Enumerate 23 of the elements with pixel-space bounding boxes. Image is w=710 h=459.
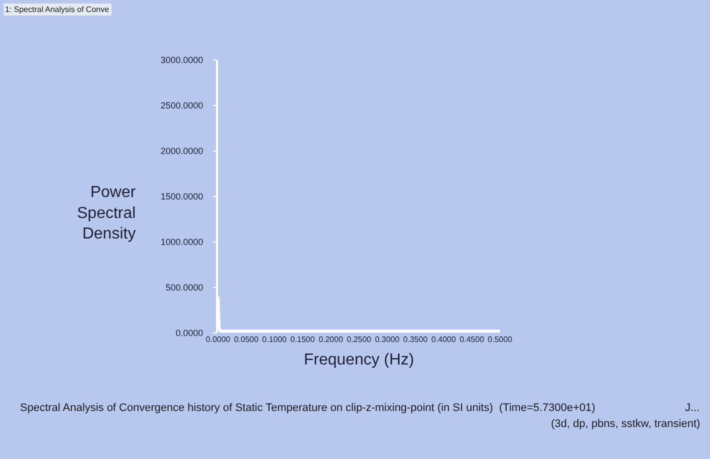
x-axis-title: Frequency (Hz) xyxy=(304,352,414,369)
x-tick-label: 0.5000 xyxy=(488,335,513,344)
y-tick-label: 1500.0000 xyxy=(160,192,204,202)
x-tick-label: 0.2000 xyxy=(318,335,344,344)
y-tick-label: 3000.0000 xyxy=(160,55,204,66)
x-tick-label: 0.1000 xyxy=(262,335,288,344)
x-tick-label: 0.3500 xyxy=(403,335,428,344)
x-tick-label: 0.4000 xyxy=(431,335,456,344)
text: (3d, dp, pbns, sstkw, transient) xyxy=(551,418,700,430)
y-tick-label: 1000.0000 xyxy=(160,237,204,248)
x-tick-label: 0.0000 xyxy=(206,335,231,344)
text: Spectral Analysis of Convergence history of Static Temperature on clip-z-mixing-point (in SI units) (Time=5.7300e+01) xyxy=(20,402,596,414)
x-tick-label: 0.0500 xyxy=(234,335,259,344)
y-tick-label: 500.0000 xyxy=(166,282,204,293)
x-tick-label: 0.1500 xyxy=(290,335,316,344)
x-tick-label: 0.3000 xyxy=(374,335,400,344)
text: 1: Spectral Analysis of Conve xyxy=(5,5,110,14)
y-axis-title: Power Spectral Density xyxy=(77,184,136,243)
x-tick-label: 0.4500 xyxy=(460,335,485,344)
x-tick-label: 0.2500 xyxy=(346,335,372,344)
y-tick-label: 2000.0000 xyxy=(160,146,204,156)
text: J... xyxy=(685,402,700,414)
y-tick-label: 2500.0000 xyxy=(160,100,204,111)
